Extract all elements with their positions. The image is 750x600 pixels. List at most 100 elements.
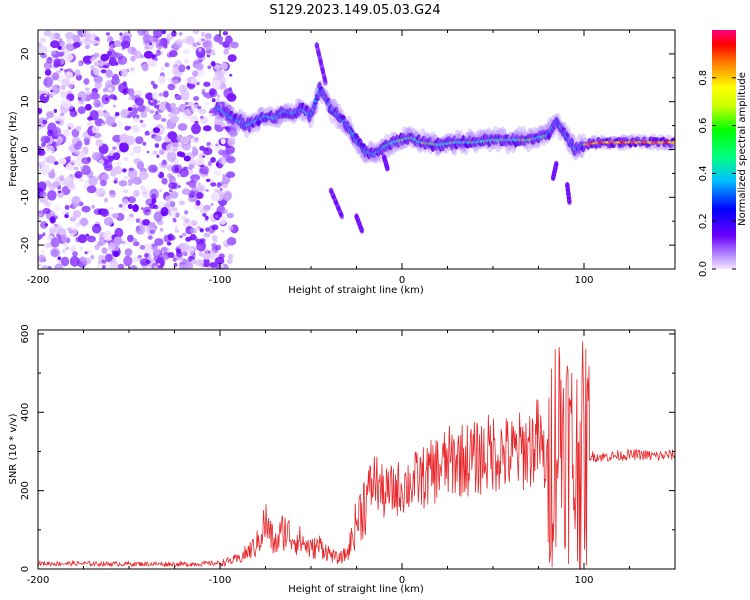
heatmap-cell	[83, 78, 90, 85]
heatmap-cell	[197, 225, 202, 230]
heatmap-cell	[167, 131, 178, 140]
heatmap-cell	[78, 62, 83, 67]
heatmap-cell	[209, 261, 218, 268]
heatmap-cell	[124, 125, 130, 131]
heatmap-cell	[168, 189, 173, 193]
heatmap-cell	[159, 227, 164, 232]
heatmap-cell	[56, 233, 61, 238]
heatmap-cell	[183, 155, 191, 162]
heatmap-cell	[197, 72, 202, 78]
heatmap-cell	[56, 69, 62, 74]
heatmap-cell	[170, 102, 177, 108]
heatmap-cell	[176, 173, 181, 178]
heatmap-cell	[192, 30, 200, 35]
heatmap-cell	[57, 256, 62, 260]
heatmap-cell	[192, 146, 197, 151]
heatmap-cell	[91, 125, 100, 134]
heatmap-cell	[112, 146, 117, 151]
heatmap-cell	[155, 110, 159, 115]
heatmap-cell	[114, 52, 120, 58]
heatmap-cell	[132, 241, 140, 247]
heatmap-cell	[89, 110, 99, 121]
heatmap-cell	[72, 34, 80, 43]
heatmap-cell	[59, 175, 65, 182]
heatmap-cell	[159, 149, 165, 155]
heatmap-cell	[141, 63, 149, 72]
heatmap-cell	[209, 88, 218, 98]
heatmap-cell	[73, 166, 79, 171]
heatmap-cell	[66, 93, 75, 102]
heatmap-cell	[104, 253, 113, 262]
heatmap-cell	[210, 202, 214, 206]
heatmap-cell	[227, 253, 234, 260]
heatmap-cell	[166, 241, 172, 246]
heatmap-cell	[180, 136, 191, 145]
spectrogram-heatmap	[38, 30, 675, 269]
heatmap-cell	[64, 71, 73, 80]
heatmap-cell	[105, 97, 109, 101]
heatmap-cell	[74, 150, 81, 155]
heatmap-cell	[149, 109, 155, 114]
heatmap-cell	[213, 169, 222, 177]
heatmap-cell	[209, 144, 214, 148]
heatmap-cell	[126, 215, 135, 222]
heatmap-cell	[177, 123, 188, 131]
heatmap-cell	[38, 234, 42, 241]
heatmap-cell	[65, 163, 74, 171]
heatmap-cell	[158, 75, 166, 84]
heatmap-cell	[142, 218, 151, 226]
heatmap-cell	[180, 152, 185, 158]
heatmap-cell	[190, 174, 201, 182]
heatmap-cell	[50, 237, 60, 248]
heatmap-cell	[191, 77, 199, 85]
heatmap-cell	[169, 191, 179, 199]
heatmap-cell	[192, 70, 199, 78]
heatmap-cell	[90, 66, 95, 71]
heatmap-cell	[103, 111, 111, 119]
heatmap-cell	[207, 161, 212, 167]
colorbar-gradient	[712, 30, 736, 269]
heatmap-cell	[62, 105, 66, 109]
snr-y-tick-label: 0	[20, 566, 31, 572]
heatmap-cell	[68, 83, 74, 89]
heatmap-cell	[148, 37, 154, 41]
heatmap-cell	[101, 247, 108, 254]
heatmap-cell	[101, 122, 105, 128]
heatmap-cell	[131, 125, 140, 134]
spectrogram-x-axis-label: Height of straight line (km)	[288, 285, 424, 296]
heatmap-cell	[40, 135, 51, 144]
heatmap-cell	[101, 264, 106, 269]
heatmap-cell	[221, 229, 225, 233]
heatmap-cell	[149, 229, 156, 234]
heatmap-cell	[38, 145, 43, 156]
heatmap-cell	[72, 41, 81, 48]
heatmap-cell	[191, 104, 201, 113]
heatmap-cell	[186, 65, 191, 70]
heatmap-cell	[140, 207, 144, 210]
heatmap-cell	[182, 258, 187, 263]
heatmap-cell	[66, 156, 71, 160]
heatmap-cell	[210, 156, 216, 163]
heatmap-cell	[158, 189, 163, 193]
heatmap-cell	[58, 118, 64, 123]
heatmap-cell	[98, 159, 105, 165]
heatmap-cell	[149, 222, 156, 228]
heatmap-cell	[72, 210, 82, 218]
heatmap-cell	[128, 167, 134, 172]
heatmap-cell	[328, 187, 334, 194]
heatmap-cell	[166, 164, 173, 172]
heatmap-cell	[167, 83, 176, 91]
heatmap-cell	[187, 247, 195, 256]
heatmap-cell	[50, 247, 61, 258]
heatmap-cell	[112, 166, 123, 175]
heatmap-cell	[130, 55, 136, 62]
heatmap-cell	[209, 178, 215, 182]
heatmap-cell	[156, 100, 161, 104]
heatmap-cell	[175, 248, 181, 254]
heatmap-cell	[211, 224, 219, 231]
snr-axes: -200 -100 0 100 0 200 400 600	[20, 324, 676, 586]
heatmap-cell	[50, 50, 57, 55]
heatmap-cell	[127, 88, 135, 96]
heatmap-cell	[96, 264, 102, 269]
